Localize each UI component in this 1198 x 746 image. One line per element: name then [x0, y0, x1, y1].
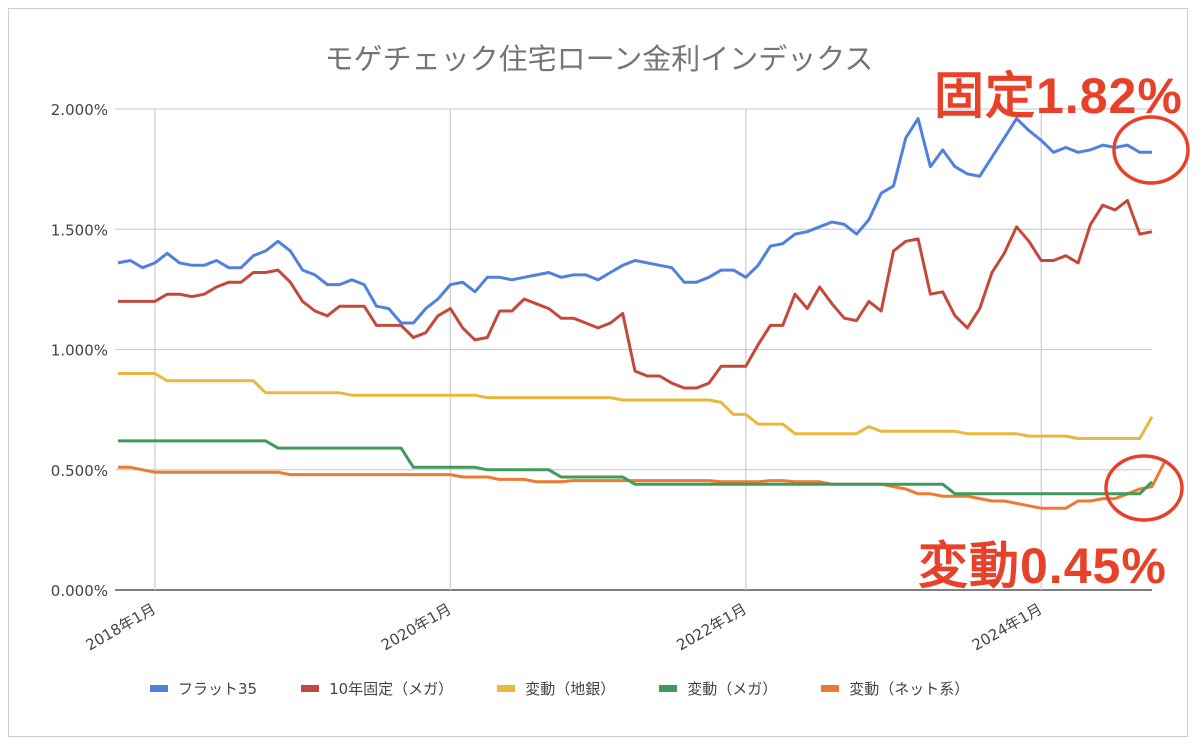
legend-label: 10年固定（メガ） [329, 680, 454, 698]
x-tick-label: 2024年1月 [969, 600, 1045, 654]
fixed-rate-annotation: 固定1.82% [934, 68, 1183, 124]
chart-title: モゲチェック住宅ローン金利インデックス [324, 42, 874, 76]
series-line-0 [117, 117, 1152, 325]
chart-frame [8, 8, 1188, 737]
legend-swatch [301, 685, 320, 692]
series-line-4 [118, 461, 1166, 510]
legend-label: 変動（ネット系） [849, 680, 970, 698]
y-tick-label: 0.000% [51, 582, 108, 600]
variable-rate-annotation: 変動0.45% [918, 538, 1167, 594]
y-tick-label: 1.000% [51, 342, 108, 360]
series-line-2 [118, 372, 1154, 440]
legend-item-variable-mega: 変動（メガ） [659, 678, 777, 699]
y-tick-label: 2.000% [51, 101, 108, 119]
legend-label: 変動（地銀） [525, 680, 616, 698]
series-line-3 [118, 439, 1154, 496]
legend-item-flat35: フラット35 [150, 678, 257, 699]
legend-swatch [150, 685, 168, 692]
legend-item-fixed10-mega: 10年固定（メガ） [301, 678, 453, 699]
chart-legend: フラット35 10年固定（メガ） 変動（地銀） 変動（メガ） 変動（ネット系） [150, 678, 1013, 699]
y-tick-label: 1.500% [51, 221, 108, 239]
legend-item-variable-net: 変動（ネット系） [821, 678, 969, 699]
x-tick-label: 2018年1月 [83, 600, 159, 654]
y-tick-label: 0.500% [51, 462, 108, 480]
series-line-1 [118, 198, 1153, 390]
legend-label: 変動（メガ） [687, 680, 778, 698]
variable-highlight-circle [1104, 454, 1184, 522]
legend-label: フラット35 [178, 680, 258, 698]
legend-swatch [659, 685, 678, 692]
x-tick-label: 2022年1月 [673, 600, 749, 654]
x-tick-label: 2020年1月 [378, 600, 454, 654]
legend-swatch [821, 685, 840, 692]
legend-item-variable-regional: 変動（地銀） [497, 678, 615, 699]
fixed-highlight-circle [1112, 115, 1190, 185]
legend-swatch [497, 685, 516, 692]
